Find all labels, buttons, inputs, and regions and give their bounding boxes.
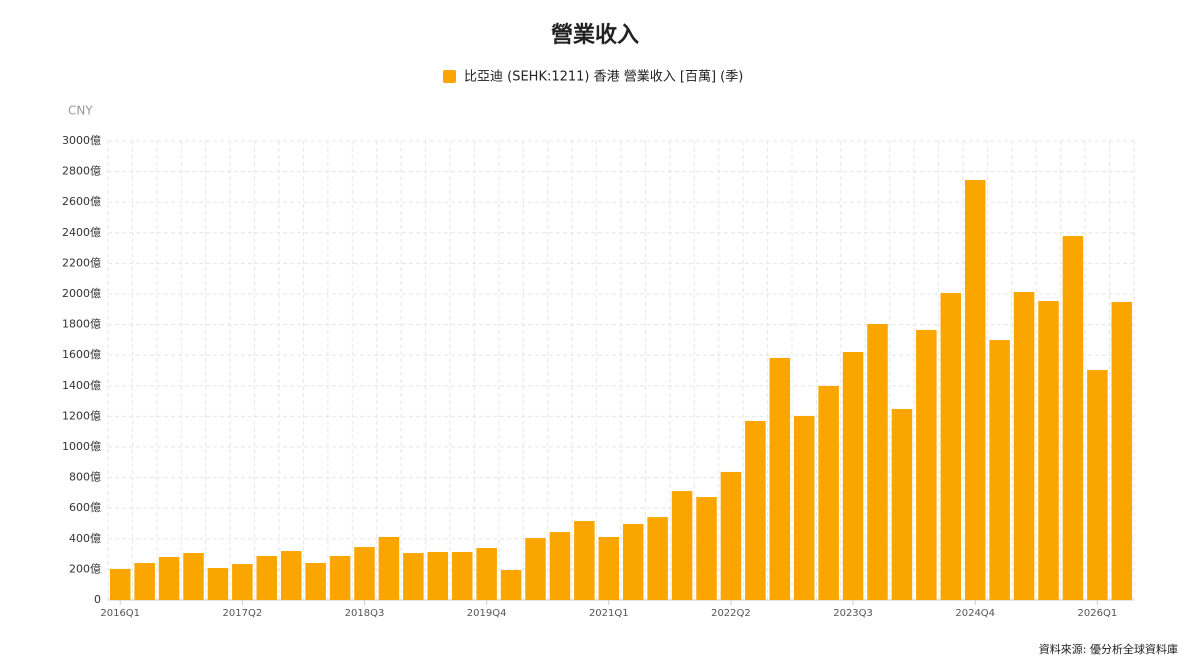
x-tick-label: 2024Q4 — [955, 608, 995, 619]
bar — [207, 568, 229, 600]
y-tick-label: 600億 — [69, 501, 101, 514]
bar — [598, 536, 620, 600]
bar — [549, 532, 571, 600]
bar — [622, 523, 644, 600]
bar — [1038, 301, 1059, 600]
bar — [525, 538, 546, 600]
bar — [378, 536, 400, 600]
y-tick-label: 1400億 — [62, 379, 101, 392]
y-tick-label: 1600億 — [62, 348, 101, 361]
bar — [769, 357, 791, 600]
bar — [329, 555, 351, 600]
bar — [1013, 292, 1035, 600]
x-tick-label: 2017Q2 — [223, 608, 263, 619]
y-tick-label: 2000億 — [62, 287, 101, 300]
bar — [500, 570, 522, 600]
bar — [793, 415, 815, 600]
y-tick-label: 400億 — [69, 532, 101, 545]
x-tick-label: 2016Q1 — [100, 608, 140, 619]
y-tick-label: 800億 — [69, 471, 101, 484]
bar — [256, 555, 278, 600]
bar — [305, 562, 326, 600]
bar — [989, 340, 1010, 600]
bar — [1111, 301, 1133, 600]
bar — [964, 180, 986, 600]
bar — [158, 557, 180, 600]
source-note: 資料來源: 優分析全球資料庫 — [1039, 642, 1178, 656]
bar — [842, 351, 864, 600]
bar — [916, 329, 937, 600]
x-tick-label: 2026Q1 — [1078, 608, 1118, 619]
y-tick-label: 0 — [94, 593, 101, 606]
bar — [696, 497, 717, 600]
y-tick-label: 2400億 — [62, 226, 101, 239]
bar — [1062, 236, 1084, 600]
bar — [451, 551, 473, 600]
bar — [1087, 370, 1108, 600]
bar — [403, 553, 424, 600]
bar — [671, 491, 693, 600]
y-tick-label: 1000億 — [62, 440, 101, 453]
x-tick-label: 2022Q2 — [711, 608, 751, 619]
bar — [891, 409, 913, 600]
bar — [183, 553, 204, 600]
bar — [574, 521, 595, 600]
bar — [720, 471, 742, 600]
x-tick-label: 2023Q3 — [833, 608, 873, 619]
bar — [354, 547, 375, 600]
legend-label[interactable]: 比亞迪 (SEHK:1211) 香港 營業收入 [百萬] (季) — [464, 69, 743, 85]
x-tick-label: 2018Q3 — [345, 608, 385, 619]
y-tick-label: 1200億 — [62, 409, 101, 422]
bar — [647, 517, 668, 600]
y-axis-label: CNY — [68, 104, 93, 118]
y-tick-label: 200億 — [69, 562, 101, 575]
bar — [476, 547, 497, 600]
bar — [232, 564, 253, 600]
bar — [280, 551, 302, 600]
y-tick-label: 2600億 — [62, 195, 101, 208]
x-tick-label: 2021Q1 — [589, 608, 629, 619]
bar — [745, 420, 766, 600]
chart-title: 營業收入 — [551, 22, 639, 48]
bar — [940, 292, 962, 600]
y-tick-label: 3000億 — [62, 134, 101, 147]
y-tick-label: 2800億 — [62, 165, 101, 178]
bar — [134, 562, 155, 600]
bar — [109, 568, 131, 600]
x-tick-label: 2019Q4 — [467, 608, 507, 619]
bar — [427, 551, 449, 600]
bar — [867, 323, 888, 600]
y-tick-label: 1800億 — [62, 318, 101, 331]
y-tick-label: 2200億 — [62, 256, 101, 269]
bar — [818, 385, 839, 600]
legend-swatch[interactable] — [443, 70, 456, 83]
